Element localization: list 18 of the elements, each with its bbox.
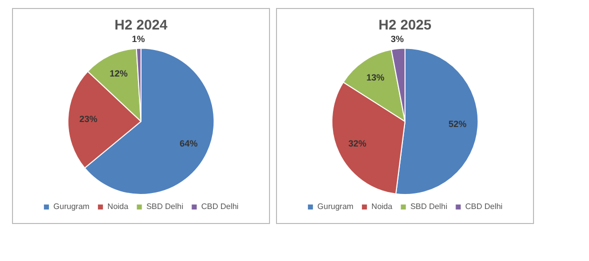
legend-label: Gurugram xyxy=(317,202,354,212)
legend-label: Gurugram xyxy=(53,202,90,212)
legend-label: SBD Delhi xyxy=(146,202,184,212)
legend-label: CBD Delhi xyxy=(465,202,503,212)
legend-label: Noida xyxy=(107,202,129,212)
data-label: 23% xyxy=(79,114,98,124)
data-label: 32% xyxy=(348,138,366,148)
legend-label: Noida xyxy=(371,202,393,212)
legend-label: SBD Delhi xyxy=(410,202,448,212)
data-label: 1% xyxy=(132,34,145,44)
legend-label: CBD Delhi xyxy=(201,202,239,212)
data-label: 12% xyxy=(110,68,128,78)
chart-title: H2 2024 xyxy=(114,16,168,32)
chart-title: H2 2025 xyxy=(378,16,432,32)
data-label: 52% xyxy=(448,119,467,130)
data-label: 13% xyxy=(366,72,384,82)
data-label: 3% xyxy=(390,34,404,44)
data-label: 64% xyxy=(180,138,198,148)
